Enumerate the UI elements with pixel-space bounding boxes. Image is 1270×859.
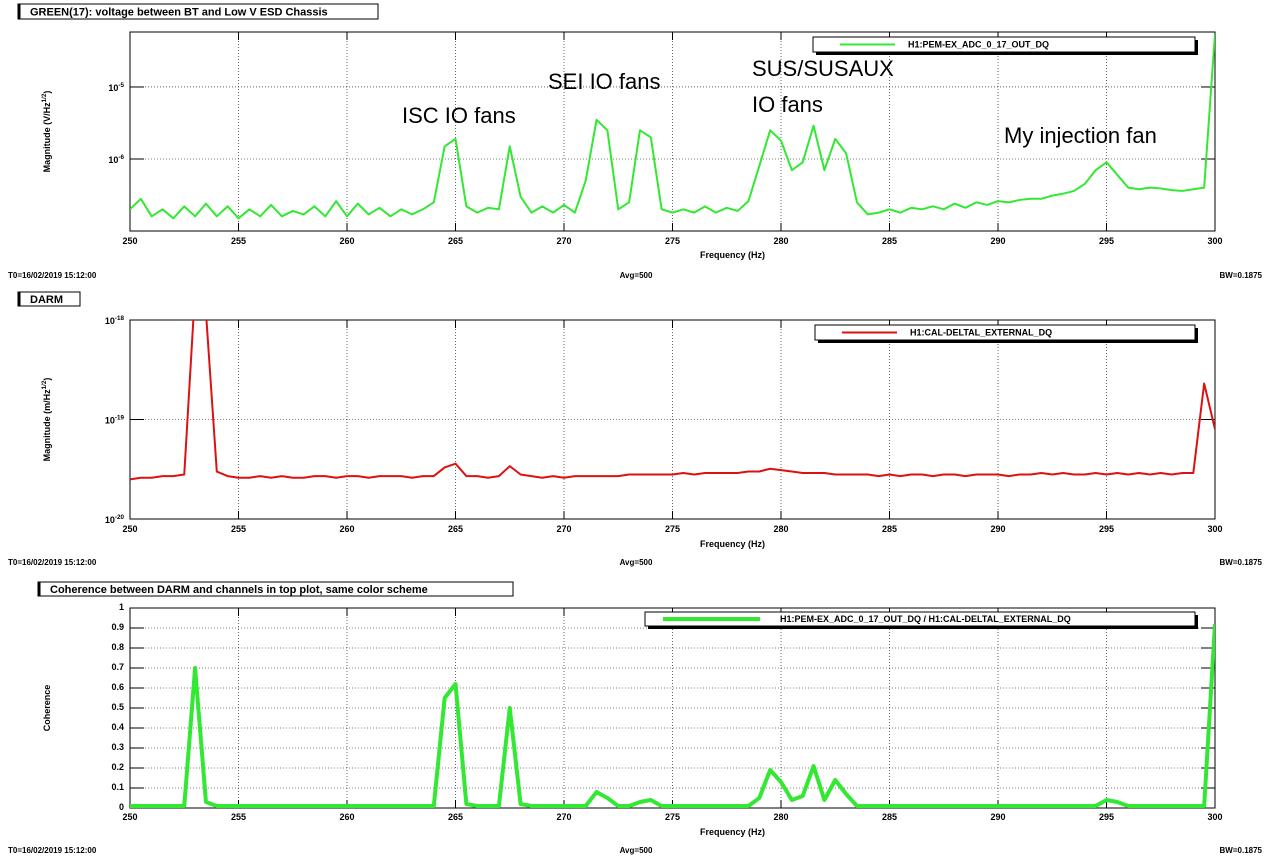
x-tick-label: 250 xyxy=(122,524,137,534)
x-tick-label: 255 xyxy=(231,236,246,246)
legend-label: H1:CAL-DELTAL_EXTERNAL_DQ xyxy=(910,328,1052,338)
y-axis-title: Magnitude (V/Hz1/2) xyxy=(41,91,52,173)
x-tick-label: 270 xyxy=(556,812,571,822)
y-tick-label: 0 xyxy=(119,802,124,812)
legend-box xyxy=(644,611,1196,627)
y-axis-title: Coherence xyxy=(42,685,52,732)
series-line xyxy=(130,320,1215,481)
footer-text: BW=0.1875 xyxy=(1220,558,1263,567)
legend-label: H1:PEM-EX_ADC_0_17_OUT_DQ xyxy=(908,40,1049,50)
x-tick-label: 280 xyxy=(773,524,788,534)
annotation: SEI IO fans xyxy=(548,69,661,94)
x-tick-label: 260 xyxy=(339,524,354,534)
annotation: My injection fan xyxy=(1004,123,1157,148)
y-tick-label: 0.8 xyxy=(111,642,124,652)
annotation: SUS/SUSAUX xyxy=(752,56,894,81)
x-tick-label: 285 xyxy=(882,524,897,534)
chart-title: DARM xyxy=(30,294,63,306)
footer-text: T0=16/02/2019 15:12:00 xyxy=(8,271,97,280)
legend-box xyxy=(812,36,1196,53)
y-tick-label: 0.6 xyxy=(111,682,124,692)
x-tick-label: 280 xyxy=(773,812,788,822)
legend-label: H1:PEM-EX_ADC_0_17_OUT_DQ / H1:CAL-DELTA… xyxy=(780,614,1071,624)
x-tick-label: 265 xyxy=(448,236,463,246)
y-tick-label: 10-6 xyxy=(108,154,124,165)
x-tick-label: 275 xyxy=(665,524,680,534)
x-tick-label: 265 xyxy=(448,524,463,534)
y-tick-label: 10-20 xyxy=(105,514,125,525)
x-tick-label: 275 xyxy=(665,812,680,822)
x-tick-label: 270 xyxy=(556,524,571,534)
chart-title: Coherence between DARM and channels in t… xyxy=(50,584,428,596)
x-tick-label: 295 xyxy=(1099,524,1114,534)
footer-text: BW=0.1875 xyxy=(1220,271,1263,280)
x-tick-label: 275 xyxy=(665,236,680,246)
x-tick-label: 255 xyxy=(231,524,246,534)
y-tick-label: 0.5 xyxy=(111,702,124,712)
annotation: ISC IO fans xyxy=(402,103,516,128)
y-tick-label: 0.2 xyxy=(111,762,124,772)
y-tick-label: 0.1 xyxy=(111,782,124,792)
x-tick-label: 290 xyxy=(990,236,1005,246)
x-axis-title: Frequency (Hz) xyxy=(700,539,765,549)
x-tick-label: 255 xyxy=(231,812,246,822)
footer-text: Avg=500 xyxy=(620,271,653,280)
y-tick-label: 10-18 xyxy=(105,315,125,326)
y-tick-label: 10-19 xyxy=(105,415,125,426)
x-tick-label: 280 xyxy=(773,236,788,246)
x-tick-label: 250 xyxy=(122,812,137,822)
x-tick-label: 300 xyxy=(1207,236,1222,246)
y-tick-label: 0.3 xyxy=(111,742,124,752)
y-tick-label: 0.4 xyxy=(111,722,124,732)
y-tick-label: 0.7 xyxy=(111,662,124,672)
y-tick-label: 0.9 xyxy=(111,622,124,632)
chart-title: GREEN(17): voltage between BT and Low V … xyxy=(30,6,328,18)
x-tick-label: 260 xyxy=(339,812,354,822)
x-tick-label: 285 xyxy=(882,812,897,822)
x-tick-label: 285 xyxy=(882,236,897,246)
series-line xyxy=(130,33,1215,220)
annotation: IO fans xyxy=(752,92,823,117)
y-axis-title: Magnitude (m/Hz1/2) xyxy=(41,378,52,462)
footer-text: BW=0.1875 xyxy=(1220,846,1263,855)
x-tick-label: 290 xyxy=(990,524,1005,534)
footer-text: Avg=500 xyxy=(620,558,653,567)
x-axis-title: Frequency (Hz) xyxy=(700,250,765,260)
x-tick-label: 265 xyxy=(448,812,463,822)
x-tick-label: 295 xyxy=(1099,812,1114,822)
legend-box xyxy=(814,324,1196,341)
x-tick-label: 250 xyxy=(122,236,137,246)
y-tick-label: 1 xyxy=(119,602,124,612)
footer-text: Avg=500 xyxy=(620,846,653,855)
x-tick-label: 295 xyxy=(1099,236,1114,246)
x-tick-label: 290 xyxy=(990,812,1005,822)
x-tick-label: 270 xyxy=(556,236,571,246)
footer-text: T0=16/02/2019 15:12:00 xyxy=(8,558,97,567)
footer-text: T0=16/02/2019 15:12:00 xyxy=(8,846,97,855)
x-tick-label: 300 xyxy=(1207,812,1222,822)
x-tick-label: 300 xyxy=(1207,524,1222,534)
series-line xyxy=(130,623,1215,808)
y-tick-label: 10-5 xyxy=(108,82,124,93)
x-tick-label: 260 xyxy=(339,236,354,246)
x-axis-title: Frequency (Hz) xyxy=(700,827,765,837)
